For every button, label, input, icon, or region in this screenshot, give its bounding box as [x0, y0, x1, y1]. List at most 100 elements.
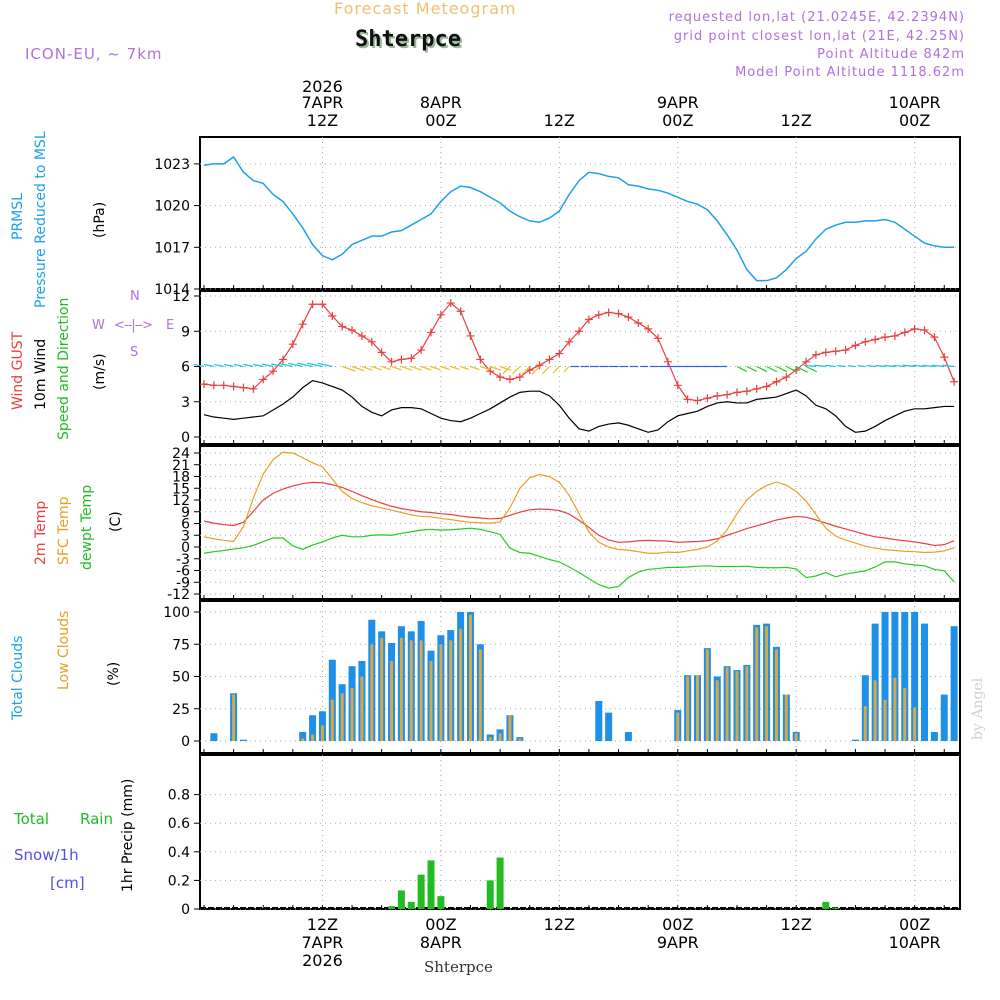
wind-direction-arrow	[766, 365, 778, 373]
y-tick-label: -6	[176, 564, 190, 580]
gust-marker	[466, 331, 475, 340]
y-tick-label: 100	[163, 605, 190, 621]
y-tick-label: 0.6	[168, 816, 190, 832]
gust-marker	[308, 300, 317, 309]
low-cloud-bar	[794, 733, 798, 741]
gust-marker	[555, 349, 564, 358]
wind-direction-arrow	[795, 365, 808, 373]
precip-total-label: Total	[14, 810, 50, 828]
total-cloud-bar	[930, 731, 938, 741]
wind-direction-arrow	[552, 366, 560, 374]
low-cloud-bar	[370, 644, 374, 741]
total-cloud-bar	[624, 731, 632, 741]
pressure-line	[203, 155, 955, 282]
low-cloud-bar	[320, 725, 324, 741]
gust-marker	[821, 348, 830, 357]
compass-n: N	[130, 289, 140, 304]
compass-arrows: <--|-->	[114, 318, 153, 333]
gust-marker	[604, 308, 613, 317]
bottom-axis-label: 12Z	[544, 915, 575, 934]
gust-marker	[505, 375, 514, 384]
y-tick-label: 1017	[154, 240, 190, 256]
wind-direction-arrow	[411, 365, 422, 371]
wind-direction-arrow	[430, 365, 441, 371]
gust-marker	[723, 390, 732, 399]
gust-marker	[752, 384, 761, 393]
wind-direction-arrow	[803, 364, 817, 368]
low-cloud-bar	[765, 626, 769, 741]
total-cloud-bar	[210, 733, 218, 741]
gust-marker	[486, 367, 495, 376]
wind-direction-arrow	[902, 364, 915, 368]
wind-direction-arrow	[296, 362, 313, 368]
gust-marker	[377, 348, 386, 357]
gust-marker	[772, 377, 781, 386]
rain-bar	[437, 896, 445, 909]
wind-direction-arrow	[420, 365, 432, 371]
gust-marker	[673, 381, 682, 390]
wind-direction-arrow	[836, 364, 846, 368]
low-cloud-bar	[676, 712, 680, 741]
wind-direction-arrow	[932, 364, 945, 368]
gust-marker	[407, 354, 416, 363]
gust-marker	[851, 341, 860, 350]
gust-marker	[683, 395, 692, 404]
grid-point-coords: grid point closest lon,lat (21E, 42.25N)	[673, 29, 965, 44]
gust-marker	[732, 388, 741, 397]
y-tick-label: 50	[172, 670, 190, 686]
low-cloud-bar	[429, 661, 433, 741]
gust-marker	[713, 391, 722, 400]
top-axis-label: 12Z	[307, 111, 338, 130]
precip-rain-label: Rain	[80, 810, 113, 828]
bottom-axis-label: 12Z	[781, 915, 812, 934]
gust-marker	[318, 300, 327, 309]
total-cloud-bar	[911, 612, 919, 741]
bottom-axis-label: 00Z	[662, 915, 693, 934]
y-tick-label: 1014	[154, 282, 190, 298]
gust-marker	[229, 382, 238, 391]
wind-direction-arrow	[542, 366, 550, 375]
wind-direction-arrow	[490, 365, 501, 371]
rain-bar	[407, 901, 415, 909]
gust-marker	[861, 337, 870, 346]
wind-direction-arrow	[922, 364, 935, 368]
low-cloud-bar	[686, 676, 690, 741]
wind-direction-arrow	[756, 365, 768, 373]
y-tick-label: 12	[172, 289, 190, 305]
top-axis-label: 00Z	[662, 111, 693, 130]
top-axis-label: 00Z	[425, 111, 456, 130]
panel-frame	[199, 754, 961, 910]
total-cloud-bar	[940, 694, 948, 741]
gust-marker	[634, 319, 643, 328]
top-axis-label: 7APR	[301, 93, 343, 112]
low-cloud-bar	[893, 677, 897, 741]
y-tick-label: 12	[172, 493, 190, 509]
gust-marker	[940, 353, 949, 362]
wind-direction-arrow	[912, 364, 925, 368]
wind-direction-arrow	[746, 365, 757, 372]
wind-direction-arrow	[440, 365, 450, 371]
point-altitude: Point Altitude 842m	[817, 47, 965, 62]
wind-direction-arrow	[776, 365, 788, 373]
gust-marker	[200, 380, 208, 389]
wind-direction-arrow	[502, 366, 511, 375]
y-tick-label: 18	[172, 470, 190, 486]
wind-direction-arrow	[563, 366, 570, 373]
gust-marker	[456, 307, 465, 316]
gust-marker	[427, 328, 436, 337]
y-tick-label: 3	[181, 395, 190, 411]
total-cloud-bar	[901, 612, 909, 741]
wind-direction-arrow	[499, 365, 512, 371]
gust-marker	[367, 337, 376, 346]
low-cloud-bar	[518, 738, 522, 741]
total-cloud-bar	[605, 712, 613, 741]
low-cloud-bar	[696, 675, 699, 741]
bottom-axis-label: 10APR	[889, 933, 941, 952]
wind-direction-arrow	[288, 362, 303, 368]
low-cloud-bar	[468, 614, 472, 741]
precip-cm-label: [cm]	[50, 874, 85, 892]
total-cloud-bar	[239, 739, 247, 741]
y-tick-label: 0.2	[168, 873, 190, 889]
low-cloud-bar	[330, 699, 334, 741]
